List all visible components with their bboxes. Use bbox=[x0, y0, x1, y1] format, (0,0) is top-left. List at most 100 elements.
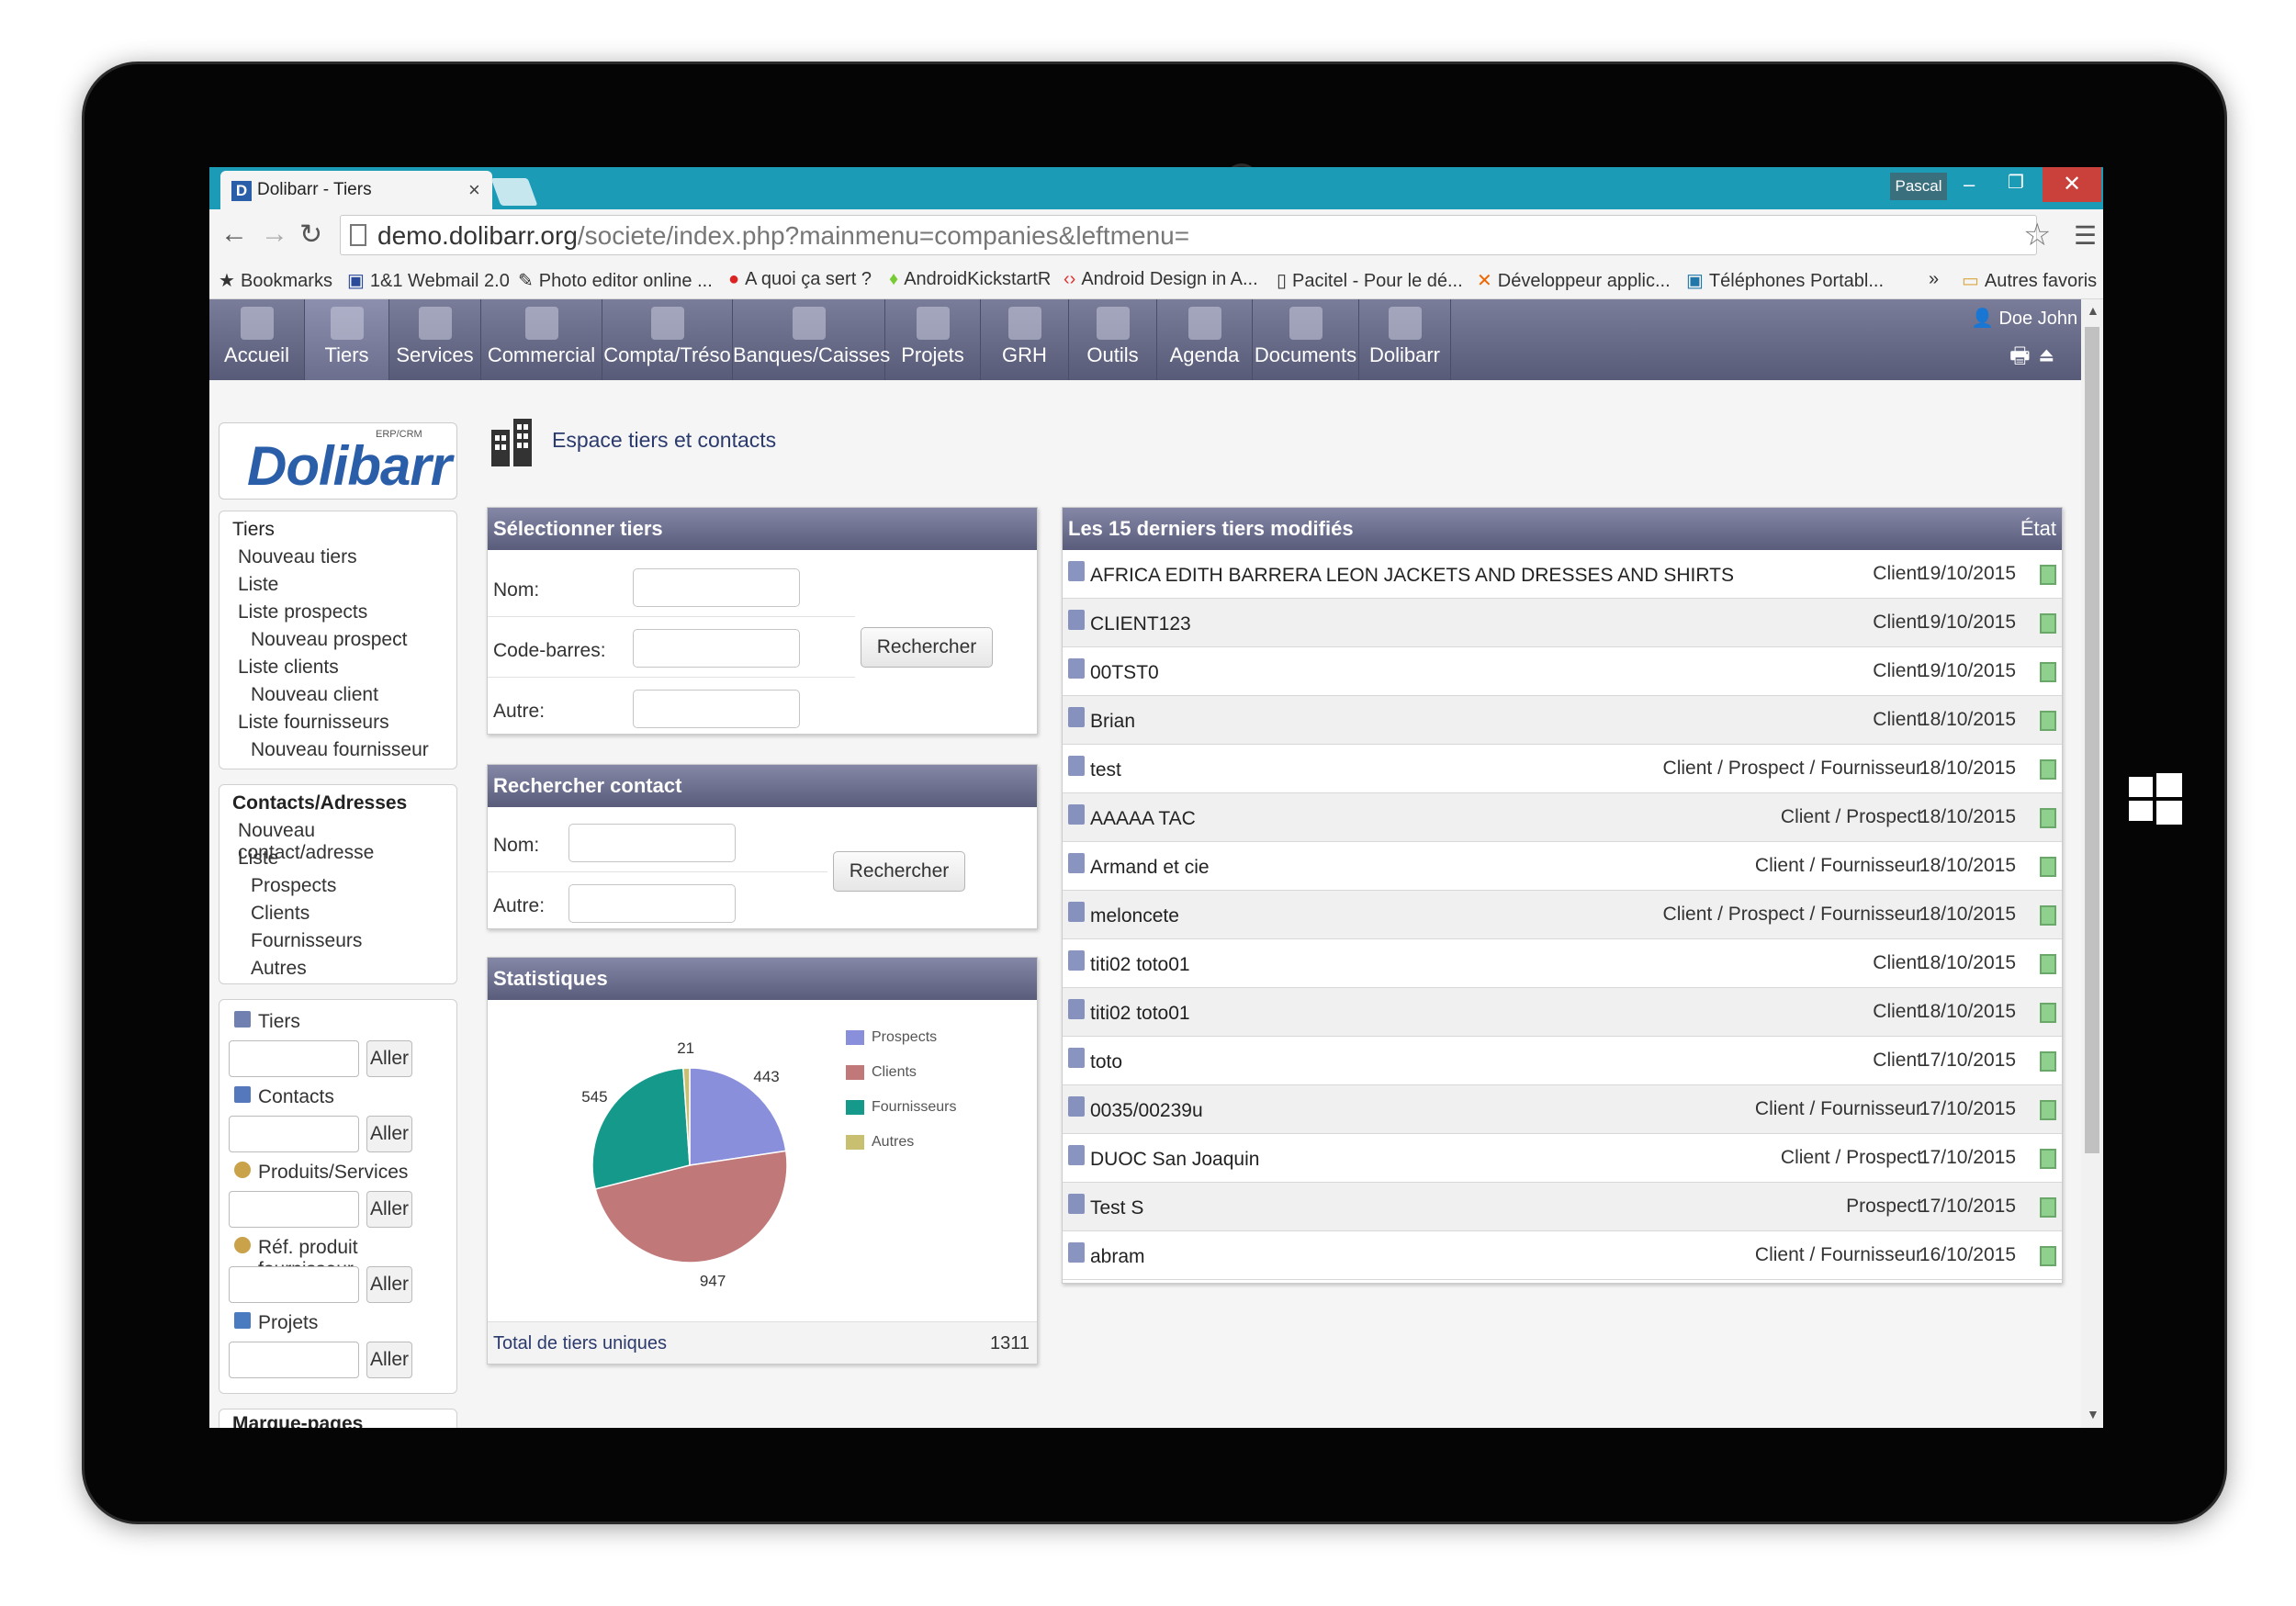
logout-icon[interactable]: ⏏ bbox=[2036, 343, 2057, 368]
table-row[interactable]: titi02 toto01 Client 18/10/2015 bbox=[1063, 939, 2062, 988]
menu-grh[interactable]: GRH bbox=[981, 299, 1069, 380]
tiers-name-link[interactable]: CLIENT123 bbox=[1090, 613, 1191, 635]
menu-compta[interactable]: Compta/Tréso bbox=[602, 299, 733, 380]
left-menu-title[interactable]: Contacts/Adresses bbox=[232, 792, 408, 814]
menu-tiers[interactable]: Tiers bbox=[305, 299, 389, 380]
left-menu-item[interactable]: Liste bbox=[238, 574, 279, 595]
bookmark-item[interactable]: ▯ Pacitel - Pour le dé... bbox=[1277, 271, 1463, 291]
aller-button[interactable]: Aller bbox=[366, 1342, 412, 1378]
tiers-name-link[interactable]: 0035/00239u bbox=[1090, 1100, 1203, 1121]
window-close-icon[interactable]: ✕ bbox=[2043, 167, 2101, 202]
quick-search-tiers-input[interactable] bbox=[229, 1040, 359, 1077]
scroll-thumb[interactable] bbox=[2085, 327, 2099, 1153]
tiers-name-link[interactable]: titi02 toto01 bbox=[1090, 1003, 1190, 1024]
bookmark-item[interactable]: ♦ AndroidKickstartR bbox=[889, 269, 1052, 289]
tiers-name-link[interactable]: DUOC San Joaquin bbox=[1090, 1149, 1260, 1170]
tiers-name-link[interactable]: Armand et cie bbox=[1090, 857, 1210, 878]
table-row[interactable]: titi02 toto01 Client 18/10/2015 bbox=[1063, 988, 2062, 1037]
vertical-scrollbar[interactable]: ▲ bbox=[2081, 299, 2103, 1428]
table-row[interactable]: AAAAA TAC Client / Prospect 18/10/2015 bbox=[1063, 793, 2062, 842]
back-arrow-icon[interactable]: ← bbox=[220, 219, 248, 249]
left-menu-item[interactable]: Nouveau client bbox=[251, 684, 378, 705]
restore-icon[interactable]: ❐ bbox=[2008, 173, 2024, 193]
bookmark-item[interactable]: ● A quoi ça sert ? bbox=[728, 269, 872, 289]
left-menu-title[interactable]: Tiers bbox=[232, 519, 275, 540]
left-menu-item[interactable]: Nouveau contact/adresse bbox=[238, 820, 375, 863]
scroll-up-icon[interactable]: ▲ bbox=[2087, 303, 2099, 318]
quick-search-supplier-ref-input[interactable] bbox=[229, 1266, 359, 1303]
tiers-name-input[interactable] bbox=[633, 568, 800, 607]
user-link[interactable]: 👤 Doe John bbox=[1971, 309, 2078, 329]
profile-badge[interactable]: Pascal bbox=[1890, 173, 1947, 200]
menu-dolibarr[interactable]: Dolibarr bbox=[1359, 299, 1451, 380]
tiers-name-link[interactable]: titi02 toto01 bbox=[1090, 954, 1190, 975]
quick-search-projects-input[interactable] bbox=[229, 1342, 359, 1378]
left-menu-item[interactable]: Prospects bbox=[251, 875, 337, 896]
table-row[interactable]: 0035/00239u Client / Fournisseur 17/10/201… bbox=[1063, 1085, 2062, 1134]
table-row[interactable]: AFRICA EDITH BARRERA LEON JACKETS AND DR… bbox=[1063, 550, 2062, 599]
table-row[interactable]: test Client / Prospect / Fournisseur 18/10… bbox=[1063, 745, 2062, 793]
aller-button[interactable]: Aller bbox=[366, 1116, 412, 1152]
aller-button[interactable]: Aller bbox=[366, 1266, 412, 1303]
quick-search-products-input[interactable] bbox=[229, 1191, 359, 1228]
tiers-name-link[interactable]: meloncete bbox=[1090, 905, 1179, 927]
left-menu-item[interactable]: Liste fournisseurs bbox=[238, 712, 389, 733]
table-row[interactable]: Brian Client 18/10/2015 bbox=[1063, 696, 2062, 745]
menu-documents[interactable]: Documents bbox=[1253, 299, 1359, 380]
new-tab-button[interactable] bbox=[490, 178, 538, 206]
dolibarr-logo[interactable]: Dolibarr ERP/CRM bbox=[219, 422, 457, 500]
scroll-down-icon[interactable]: ▼ bbox=[2087, 1407, 2099, 1421]
table-row[interactable]: Armand et cie Client / Fournisseur 18/10/2… bbox=[1063, 842, 2062, 891]
left-menu-item[interactable]: Nouveau prospect bbox=[251, 629, 408, 650]
table-row[interactable]: CLIENT123 Client 19/10/2015 bbox=[1063, 599, 2062, 647]
bookmark-item[interactable]: ✕ Développeur applic... bbox=[1477, 271, 1671, 291]
tiers-name-link[interactable]: AFRICA EDITH BARRERA LEON JACKETS AND DR… bbox=[1090, 565, 1734, 586]
table-row[interactable]: 00TST0 Client 19/10/2015 bbox=[1063, 647, 2062, 696]
minimize-icon[interactable]: – bbox=[1964, 173, 1975, 196]
bookmark-item[interactable]: ✎ Photo editor online ... bbox=[518, 271, 713, 291]
menu-banques[interactable]: Banques/Caisses bbox=[733, 299, 890, 380]
table-row[interactable]: abram Client / Fournisseur 16/10/2015 bbox=[1063, 1231, 2062, 1280]
menu-accueil[interactable]: Accueil bbox=[209, 299, 305, 380]
address-bar[interactable]: demo.dolibarr.org/societe/index.php?main… bbox=[340, 215, 2037, 255]
bookmark-item[interactable]: ▣ 1&1 Webmail 2.0 bbox=[347, 271, 510, 291]
table-row[interactable]: DUOC San Joaquin Client / Prospect 17/10/2… bbox=[1063, 1134, 2062, 1183]
tiers-name-link[interactable]: 00TST0 bbox=[1090, 662, 1159, 683]
forward-arrow-icon[interactable]: → bbox=[261, 219, 288, 249]
menu-outils[interactable]: Outils bbox=[1069, 299, 1157, 380]
tiers-name-link[interactable]: AAAAA TAC bbox=[1090, 808, 1196, 829]
search-tiers-button[interactable]: Rechercher bbox=[861, 627, 993, 668]
aller-button[interactable]: Aller bbox=[366, 1040, 412, 1077]
close-tab-icon[interactable]: × bbox=[468, 178, 480, 201]
left-menu-item[interactable]: Nouveau fournisseur bbox=[251, 739, 429, 760]
menu-commercial[interactable]: Commercial bbox=[481, 299, 602, 380]
table-row[interactable]: toto Client 17/10/2015 bbox=[1063, 1037, 2062, 1085]
tiers-name-link[interactable]: test bbox=[1090, 759, 1121, 781]
aller-button[interactable]: Aller bbox=[366, 1191, 412, 1228]
bookmark-item[interactable]: ★ Bookmarks bbox=[219, 271, 332, 291]
menu-projets[interactable]: Projets bbox=[885, 299, 981, 380]
tiers-name-link[interactable]: Brian bbox=[1090, 711, 1136, 732]
contact-other-input[interactable] bbox=[568, 884, 736, 923]
url-text[interactable]: demo.dolibarr.org/societe/index.php?main… bbox=[377, 221, 1190, 250]
hamburger-menu-icon[interactable]: ☰ bbox=[2074, 221, 2098, 250]
bookmark-item[interactable]: ▣ Téléphones Portabl... bbox=[1686, 271, 1885, 291]
left-menu-item[interactable]: Liste prospects bbox=[238, 601, 368, 623]
tiers-barcode-input[interactable] bbox=[633, 629, 800, 668]
left-menu-item[interactable]: Autres bbox=[251, 958, 307, 979]
tiers-name-link[interactable]: abram bbox=[1090, 1246, 1145, 1267]
bookmark-item[interactable]: ‹› Android Design in A... bbox=[1064, 269, 1258, 289]
left-menu-item[interactable]: Clients bbox=[251, 903, 310, 924]
table-row[interactable]: meloncete Client / Prospect / Fournisseur… bbox=[1063, 891, 2062, 939]
tiers-name-link[interactable]: Test S bbox=[1090, 1197, 1144, 1219]
left-menu-item[interactable]: Liste clients bbox=[238, 657, 339, 678]
print-icon[interactable]: 🖶 bbox=[2009, 343, 2031, 368]
contact-name-input[interactable] bbox=[568, 824, 736, 862]
left-menu-title[interactable]: Marque-pages bbox=[232, 1413, 364, 1428]
table-row[interactable]: Test S Prospect 17/10/2015 bbox=[1063, 1183, 2062, 1231]
left-menu-item[interactable]: Nouveau tiers bbox=[238, 546, 357, 567]
quick-search-contacts-input[interactable] bbox=[229, 1116, 359, 1152]
menu-services[interactable]: Services bbox=[389, 299, 481, 380]
bookmarks-overflow-button[interactable]: » bbox=[1929, 269, 1940, 289]
windows-logo-icon[interactable] bbox=[2129, 773, 2182, 825]
